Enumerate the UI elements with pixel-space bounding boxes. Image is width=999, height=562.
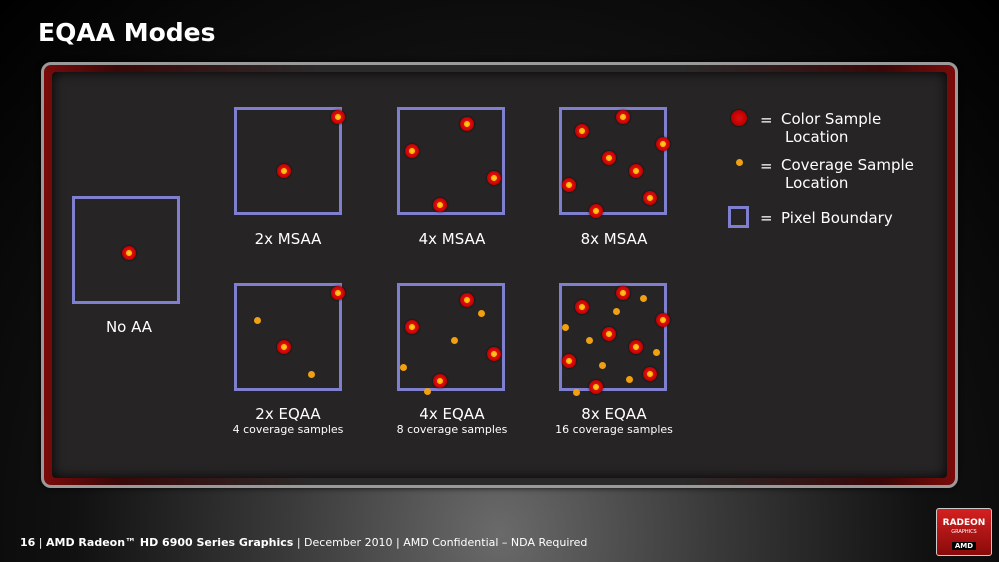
color-sample (562, 178, 576, 192)
page-number: 16 (20, 536, 36, 549)
label-no-aa: No AA (105, 318, 153, 336)
color-sample (277, 164, 291, 178)
color-sample (602, 151, 616, 165)
legend-coverage-sample-label: Coverage Sample Location (781, 156, 914, 192)
color-sample (629, 340, 643, 354)
coverage-sample (639, 294, 647, 302)
color-sample (575, 300, 589, 314)
legend-pixel-boundary-icon (728, 206, 749, 228)
slide-footer: 16 | AMD Radeon™ HD 6900 Series Graphics… (20, 536, 587, 549)
sublabel-2x-eqaa: 4 coverage samples (232, 423, 344, 436)
color-sample (589, 204, 603, 218)
coverage-sample (477, 309, 485, 317)
sublabel-4x-eqaa: 8 coverage samples (396, 423, 508, 436)
color-sample (433, 198, 447, 212)
color-sample (433, 374, 447, 388)
color-sample (589, 380, 603, 394)
coverage-sample (572, 388, 580, 396)
pixel-box-8x-eqaa (559, 283, 670, 396)
color-sample (331, 286, 345, 300)
coverage-sample (652, 348, 660, 356)
legend-color-sample-label: Color Sample Location (781, 110, 881, 146)
coverage-sample (253, 316, 261, 324)
logo-line1: RADEON (942, 518, 986, 528)
label-4x-msaa: 4x MSAA (418, 230, 486, 248)
footer-product: AMD Radeon™ HD 6900 Series Graphics (46, 536, 294, 549)
color-sample (122, 246, 136, 260)
color-sample (616, 286, 630, 300)
coverage-sample (450, 336, 458, 344)
legend-coverage-sample-icon (735, 158, 743, 166)
coverage-sample (585, 336, 593, 344)
color-sample (405, 320, 419, 334)
legend-equals: = (760, 111, 773, 129)
color-sample (575, 124, 589, 138)
legend-pixel-boundary-label: Pixel Boundary (781, 209, 893, 227)
label-8x-msaa: 8x MSAA (580, 230, 648, 248)
coverage-sample (598, 361, 606, 369)
color-sample (616, 110, 630, 124)
coverage-sample (561, 323, 569, 331)
sublabel-8x-eqaa: 16 coverage samples (555, 423, 673, 436)
coverage-sample (423, 387, 431, 395)
coverage-sample (307, 370, 315, 378)
pixel-box-8x-msaa (559, 107, 670, 218)
color-sample (643, 191, 657, 205)
legend-color-sample-line2: Location (785, 128, 849, 146)
pixel-box-4x-eqaa (397, 283, 505, 395)
coverage-sample (625, 375, 633, 383)
footer-separator: | (35, 536, 47, 549)
pixel-box-4x-msaa (397, 107, 505, 215)
label-4x-eqaa: 4x EQAA (419, 405, 485, 423)
pixel-box-2x-msaa (234, 107, 345, 215)
legend-equals: = (760, 157, 773, 175)
legend-color-sample-line1: Color Sample (781, 110, 882, 128)
pixel-box-2x-eqaa (234, 283, 345, 391)
color-sample (656, 137, 670, 151)
logo-line2: GRAPHICS (951, 529, 977, 535)
coverage-sample (612, 307, 620, 315)
color-sample (656, 313, 670, 327)
legend-equals: = (760, 209, 773, 227)
label-8x-eqaa: 8x EQAA (581, 405, 647, 423)
slide-title: EQAA Modes (38, 18, 216, 47)
color-sample (487, 347, 501, 361)
color-sample (405, 144, 419, 158)
color-sample (562, 354, 576, 368)
label-2x-eqaa: 2x EQAA (255, 405, 321, 423)
pixel-box-no-aa (72, 196, 180, 304)
color-sample (487, 171, 501, 185)
legend-coverage-sample-line2: Location (785, 174, 849, 192)
color-sample (277, 340, 291, 354)
footer-rest: | December 2010 | AMD Confidential – NDA… (293, 536, 588, 549)
color-sample (602, 327, 616, 341)
color-sample (629, 164, 643, 178)
radeon-logo: RADEON GRAPHICS AMD (936, 508, 992, 556)
color-sample (643, 367, 657, 381)
label-2x-msaa: 2x MSAA (254, 230, 322, 248)
legend-coverage-sample-line1: Coverage Sample (781, 156, 914, 174)
color-sample (460, 293, 474, 307)
coverage-sample (399, 363, 407, 371)
legend-color-sample-icon (731, 110, 747, 126)
logo-line3: AMD (951, 542, 977, 550)
color-sample (331, 110, 345, 124)
diagram-panel (52, 72, 947, 478)
color-sample (460, 117, 474, 131)
